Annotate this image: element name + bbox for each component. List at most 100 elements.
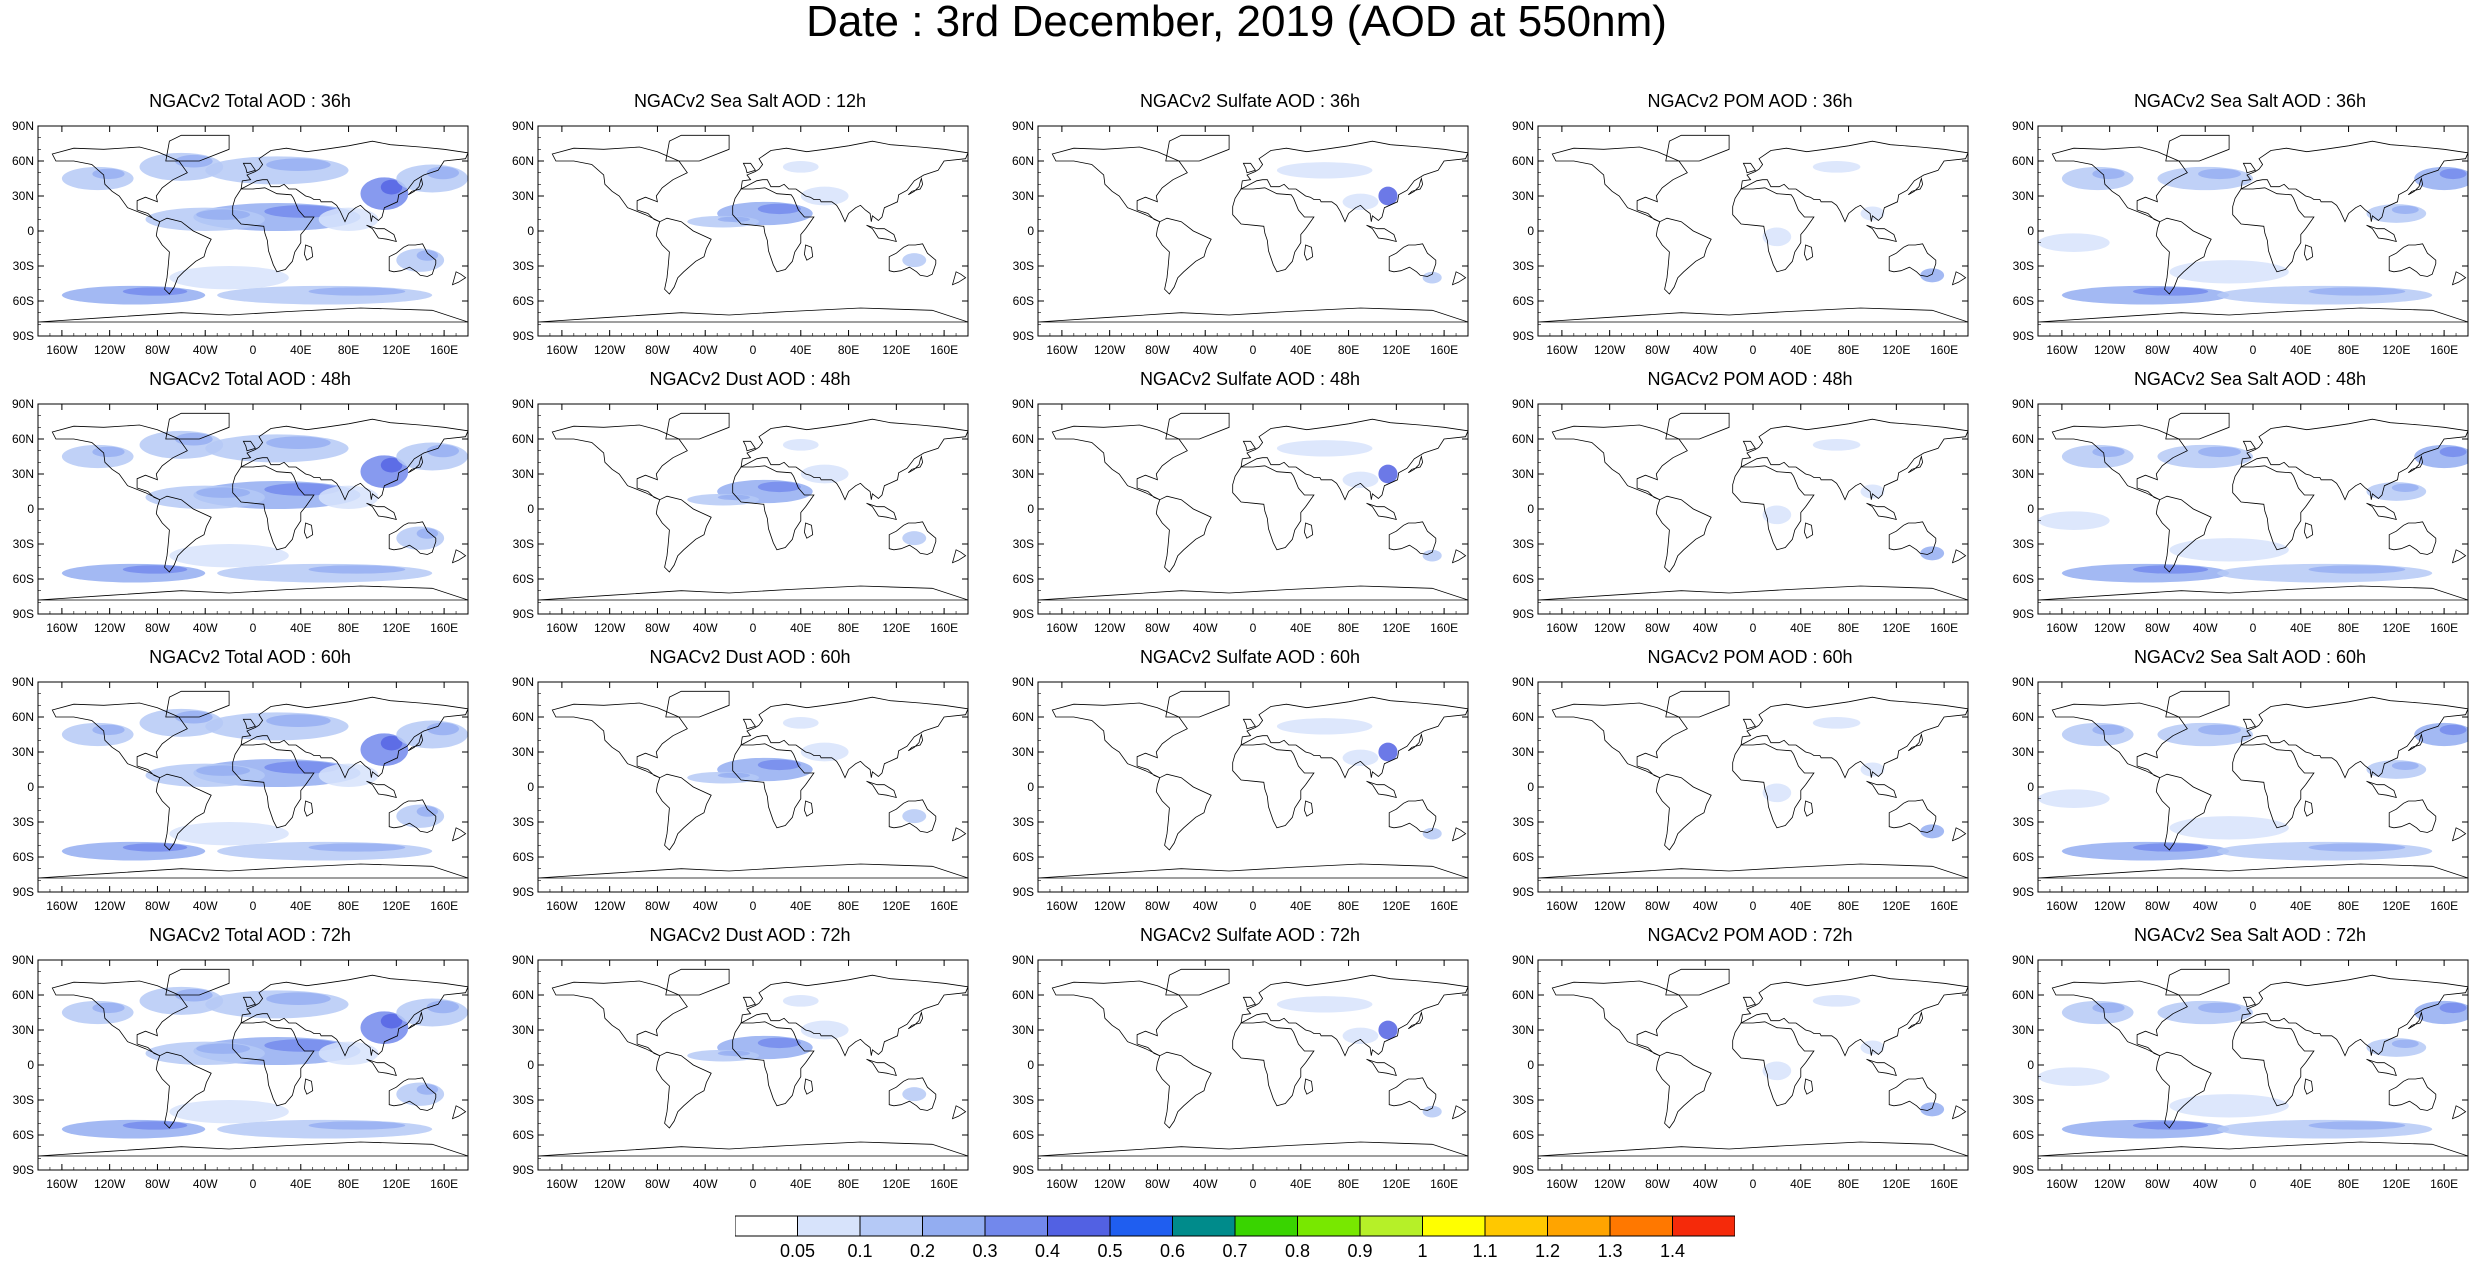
aod-patch-core: [757, 203, 801, 215]
lat-label: 90N: [512, 397, 534, 411]
map-background: [1538, 682, 1968, 892]
lat-label: 30S: [13, 815, 34, 829]
map-panel: NGACv2 Sea Salt AOD : 36h 90N 60N 30N 0 30S 60…: [2000, 92, 2473, 372]
aod-patch-core: [2308, 287, 2406, 296]
aod-patch: [1860, 762, 1885, 777]
lon-label: 160E: [2430, 899, 2458, 913]
lat-label: 90N: [512, 675, 534, 689]
coastline: [51, 146, 188, 223]
aod-patch: [902, 1087, 927, 1102]
lat-label: 60S: [513, 572, 534, 586]
coastline: [1232, 187, 1315, 273]
lon-label: 120E: [1882, 1177, 1910, 1191]
aod-patch-core: [2439, 1002, 2467, 1014]
coastline: [866, 1058, 897, 1077]
coastline: [1908, 454, 1924, 474]
coastline: [232, 187, 315, 273]
coastline: [366, 780, 397, 799]
aod-patch: [1276, 718, 1373, 735]
lat-label: 30S: [1013, 1093, 1034, 1107]
lat-label: 60S: [513, 294, 534, 308]
coastline: [951, 827, 967, 842]
coastline: [1732, 1021, 1815, 1107]
coastline: [2451, 549, 2467, 564]
lon-label: 160E: [930, 899, 958, 913]
colorbar-label: 0.4: [1035, 1241, 1060, 1260]
coastline: [2303, 800, 2314, 817]
lat-label: 30N: [1512, 745, 1534, 759]
lon-label: 80E: [1338, 621, 1359, 635]
aod-patch: [1762, 505, 1792, 525]
lon-label: 40W: [2193, 621, 2218, 635]
panel-title: NGACv2 POM AOD : 48h: [1647, 369, 1853, 389]
lon-label: 120W: [94, 343, 126, 357]
lat-label: 0: [1527, 502, 1534, 516]
coastline: [1155, 217, 1212, 295]
lat-label: 30N: [512, 189, 534, 203]
lon-label: 160W: [1046, 1177, 1078, 1191]
coastline: [38, 585, 468, 601]
aod-patch: [1276, 996, 1373, 1013]
aod-patch-core: [92, 446, 125, 458]
panel-title: NGACv2 Total AOD : 48h: [149, 369, 351, 389]
panel-title: NGACv2 Sulfate AOD : 72h: [1139, 925, 1361, 945]
lat-label: 90N: [1012, 675, 1034, 689]
coastline: [1888, 521, 1937, 555]
map-panel: NGACv2 Sulfate AOD : 48h 90N 60N 30N 0 30S 60S…: [1000, 370, 1500, 650]
aod-patch: [902, 253, 927, 268]
map-background: [538, 682, 968, 892]
coastline: [740, 974, 968, 1057]
world-map: 90N 60N 30N 0 30S 60S 90S 160W 120W 80W 40W 0 40E 80E…: [1012, 675, 1469, 913]
lon-label: 40E: [790, 343, 811, 357]
coastline: [1232, 743, 1315, 829]
lat-label: 30N: [12, 1023, 34, 1037]
coastline: [155, 217, 212, 295]
colorbar-swatch: [1359, 1215, 1423, 1237]
lon-label: 120W: [594, 1177, 626, 1191]
lon-label: 120E: [2382, 343, 2410, 357]
coastline: [908, 1010, 924, 1030]
coastline: [408, 176, 424, 196]
coastline: [1908, 732, 1924, 752]
coastline: [1366, 224, 1397, 243]
lon-label: 80W: [1645, 621, 1670, 635]
aod-field: [2038, 968, 2468, 1157]
lat-label: 30S: [1013, 259, 1034, 273]
lon-label: 0: [250, 343, 257, 357]
map-background: [538, 960, 968, 1170]
lon-label: 80W: [1145, 621, 1170, 635]
coastline: [803, 522, 814, 539]
aod-patch: [169, 822, 289, 846]
lon-label: 0: [250, 621, 257, 635]
lat-label: 30N: [2012, 467, 2034, 481]
aod-patch-core: [264, 205, 340, 218]
coastline: [303, 1078, 314, 1095]
lon-label: 40W: [1193, 1177, 1218, 1191]
coastline: [551, 980, 688, 1057]
coastline: [951, 1105, 967, 1120]
coastline: [1732, 743, 1815, 829]
lon-label: 0: [1250, 1177, 1257, 1191]
coastline: [451, 827, 467, 842]
coastline: [451, 1105, 467, 1120]
world-map: 90N 60N 30N 0 30S 60S 90S 160W 120W 80W 40W 0 40E 80E…: [12, 675, 469, 913]
coastline: [1665, 690, 1730, 718]
coastline: [1408, 176, 1424, 196]
lat-label: 60N: [12, 988, 34, 1002]
coastline: [242, 162, 257, 174]
aod-patch: [318, 485, 379, 509]
lon-label: 160E: [430, 1177, 458, 1191]
aod-patch: [800, 1020, 849, 1040]
lat-label: 60S: [513, 1128, 534, 1142]
coastline: [1665, 134, 1730, 162]
coastline: [1155, 773, 1212, 851]
lat-label: 0: [1527, 1058, 1534, 1072]
aod-field: [1038, 134, 1468, 323]
lon-label: 160W: [1046, 899, 1078, 913]
panel-title: NGACv2 POM AOD : 60h: [1647, 647, 1853, 667]
lat-label: 60S: [13, 1128, 34, 1142]
aod-field: [1038, 690, 1468, 879]
coastline: [1451, 1105, 1467, 1120]
lat-label: 0: [1527, 224, 1534, 238]
coastline: [742, 996, 757, 1008]
